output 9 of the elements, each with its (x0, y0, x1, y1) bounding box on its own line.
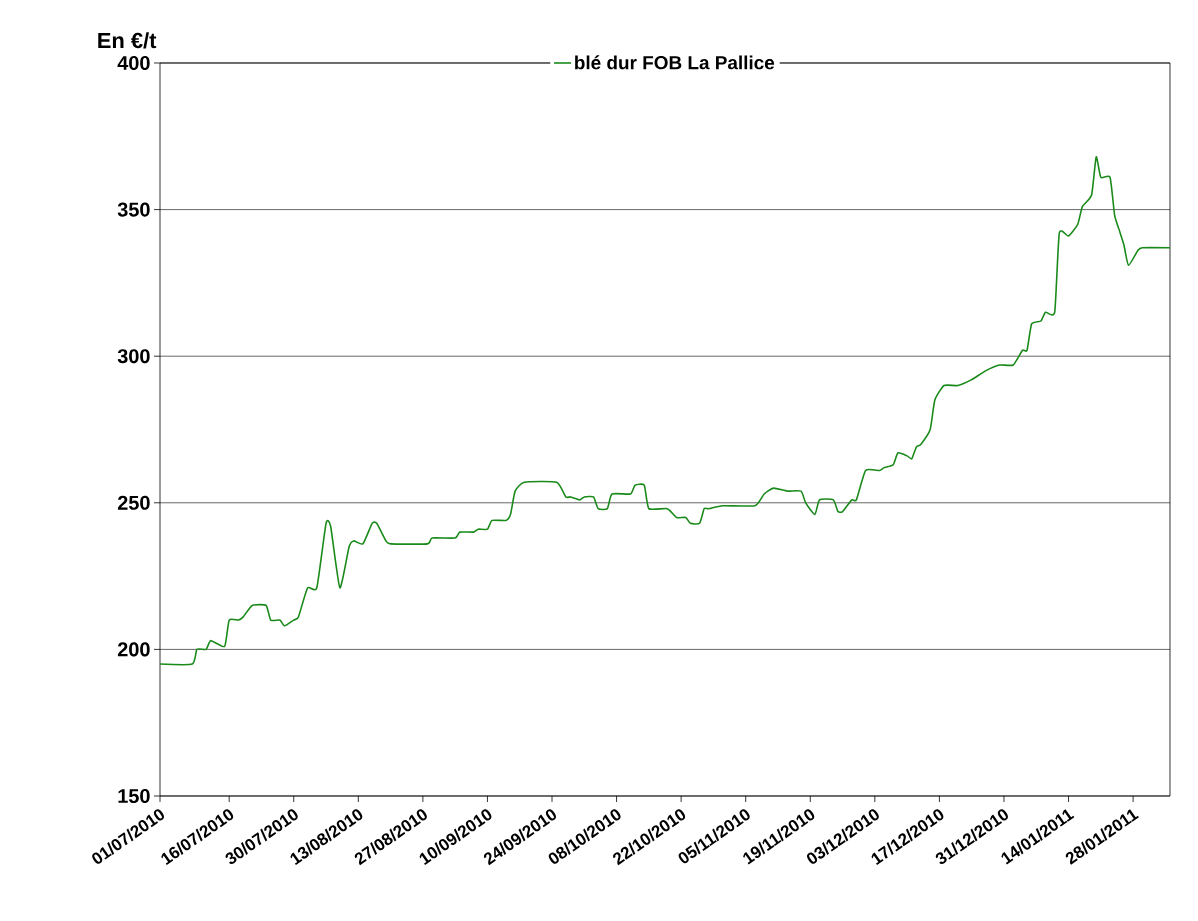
y-tick-label: 250 (117, 495, 150, 510)
y-tick-label: 300 (117, 349, 150, 364)
line-series (160, 156, 1170, 666)
legend-label: blé dur FOB La Pallice (575, 55, 775, 70)
y-tick-label: 400 (117, 55, 150, 71)
y-tick-label: 350 (117, 202, 150, 217)
y-tick-label: 150 (118, 788, 150, 804)
y-axis-title: En €/t (98, 32, 157, 49)
y-tick-label: 200 (117, 642, 150, 657)
